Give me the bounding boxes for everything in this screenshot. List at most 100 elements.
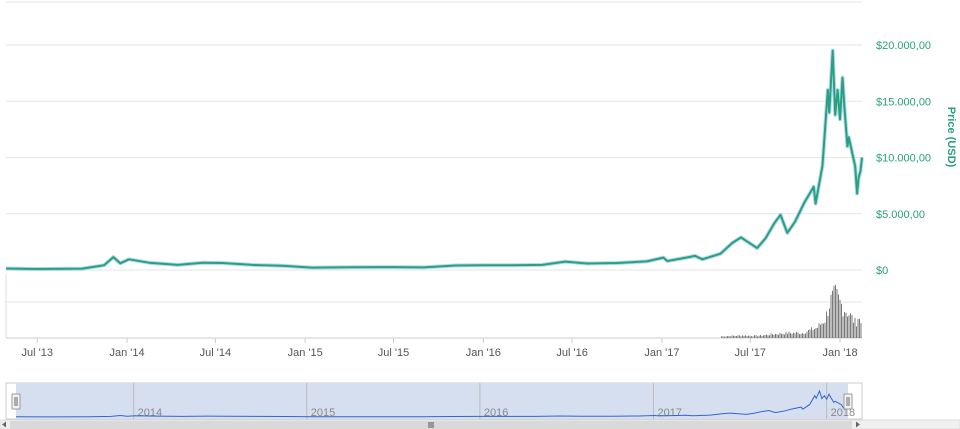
x-tick-label: Jan '15	[288, 347, 323, 359]
navigator-right-handle[interactable]	[843, 393, 853, 410]
volume-bar	[791, 333, 793, 338]
volume-bar	[802, 333, 803, 338]
volume-bar	[839, 299, 841, 338]
volume-bar	[859, 318, 860, 338]
volume-bar	[850, 313, 851, 338]
volume-bar	[751, 336, 752, 338]
y-tick-label: $15.000,00	[876, 96, 931, 108]
volume-bar	[829, 308, 830, 338]
volume-bar	[851, 315, 853, 338]
volume-bar	[776, 334, 778, 338]
volume-bar	[806, 331, 808, 338]
volume-bar	[794, 333, 796, 338]
x-tick-label: Jan '17	[644, 347, 679, 359]
y-axis: $0 $5.000,00 $10.000,00 $15.000,00 $20.000,0…	[876, 40, 931, 277]
volume-bar	[833, 285, 835, 338]
volume-bar	[820, 324, 821, 338]
volume-bar	[856, 326, 857, 338]
volume-bar	[746, 336, 748, 338]
x-tick-label: Jan '14	[109, 347, 144, 359]
volume-bar	[742, 335, 743, 338]
volume-bar	[838, 294, 839, 338]
volume-bar	[824, 322, 826, 338]
volume-bar	[790, 333, 791, 338]
navigator[interactable]: 2014 2015 2016 2017 2018	[0, 382, 960, 429]
volume-bar	[737, 335, 739, 338]
volume-bar	[836, 289, 838, 338]
volume-bar	[847, 316, 848, 338]
x-tick-label: Jul '13	[22, 347, 53, 359]
volume-bar	[725, 336, 727, 338]
volume-bar	[739, 335, 740, 338]
volume-bar	[755, 335, 757, 338]
volume-bar	[848, 315, 850, 338]
volume-bar	[722, 336, 724, 338]
volume-bar	[835, 284, 836, 338]
volume-bar	[760, 334, 761, 338]
volume-layer	[721, 284, 862, 338]
volume-bar	[854, 317, 856, 338]
volume-bar	[797, 332, 799, 338]
volume-bar	[827, 315, 829, 338]
volume-bar	[770, 333, 772, 338]
x-tick-label: Jul '14	[200, 347, 231, 359]
volume-bar	[745, 335, 746, 338]
handle-body[interactable]	[843, 393, 853, 410]
volume-bar	[817, 327, 818, 338]
navigator-year-label: 2018	[831, 407, 855, 419]
navigator-left-handle[interactable]	[11, 393, 21, 410]
y-tick-label: $5.000,00	[876, 209, 925, 221]
volume-bar	[785, 331, 787, 338]
volume-bar	[730, 336, 731, 338]
volume-bar	[805, 333, 806, 338]
y-axis-title: Price (USD)	[945, 107, 957, 168]
y-tick-label: $10.000,00	[876, 153, 931, 165]
volume-bar	[754, 335, 755, 338]
volume-bar	[782, 333, 784, 338]
handle-body[interactable]	[11, 393, 21, 410]
volume-bar	[761, 335, 763, 338]
volume-bar	[823, 323, 824, 338]
volume-bar	[832, 290, 833, 338]
grid-layer	[5, 1, 862, 339]
volume-bar	[818, 323, 820, 338]
volume-bar	[808, 330, 809, 338]
navigator-year-label: 2017	[658, 407, 682, 419]
volume-bar	[799, 334, 800, 338]
volume-bar	[740, 336, 742, 338]
volume-bar	[784, 334, 785, 338]
volume-bar	[830, 294, 832, 338]
volume-bar	[821, 323, 823, 338]
volume-bar	[766, 334, 767, 338]
series-layer	[5, 48, 864, 271]
volume-bar	[773, 334, 775, 338]
volume-bar	[842, 316, 844, 338]
navigator-scrollbar[interactable]	[0, 419, 960, 429]
volume-bar	[853, 322, 854, 338]
navigator-year-label: 2014	[138, 407, 162, 419]
volume-bar	[749, 335, 751, 338]
navigator-selection[interactable]	[16, 383, 848, 419]
volume-bar	[752, 336, 754, 338]
navigator-year-label: 2015	[311, 407, 335, 419]
volume-bar	[803, 333, 805, 338]
volume-bar	[758, 335, 760, 338]
volume-bar	[736, 336, 737, 338]
volume-bar	[841, 303, 842, 338]
price-series-halo-0	[5, 48, 864, 271]
scroll-left-arrow-icon[interactable]	[2, 421, 6, 428]
volume-bar	[787, 333, 788, 338]
volume-bar	[764, 335, 766, 338]
volume-bar	[767, 335, 769, 338]
volume-bar	[778, 334, 779, 338]
volume-bar	[721, 336, 722, 338]
scroll-right-arrow-icon[interactable]	[856, 421, 860, 428]
volume-bar	[733, 335, 734, 338]
volume-bar	[731, 335, 733, 338]
volume-bar	[734, 335, 736, 338]
volume-bar	[793, 332, 794, 338]
x-tick-label: Jul '17	[735, 347, 766, 359]
volume-bar	[728, 336, 730, 338]
